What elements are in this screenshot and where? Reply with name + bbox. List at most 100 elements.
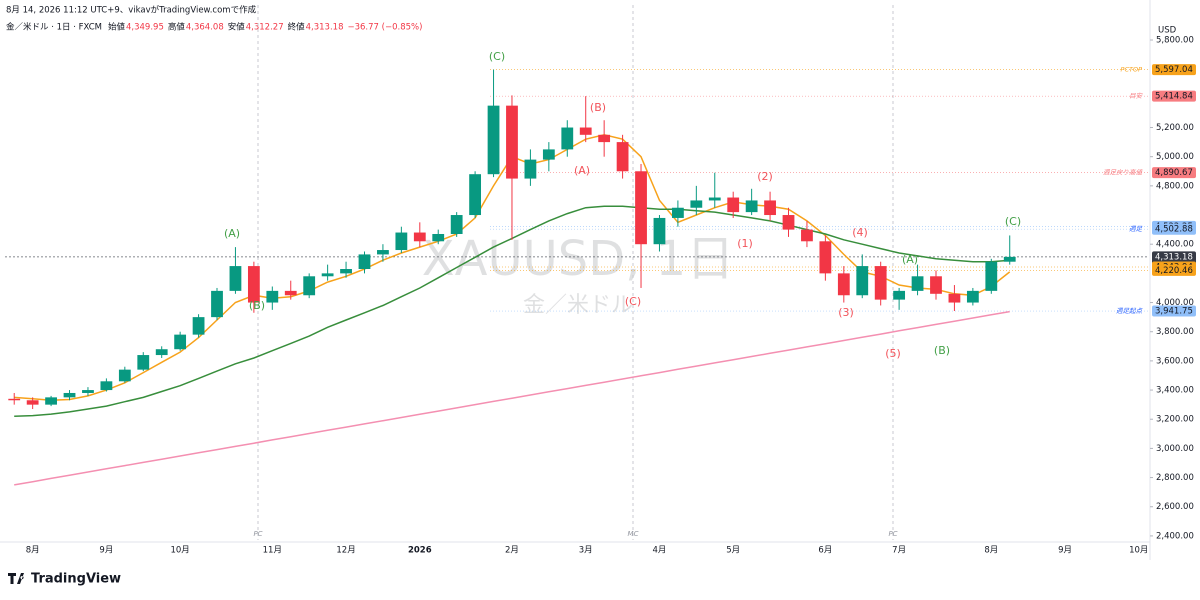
logo-text: TradingView bbox=[31, 572, 121, 587]
candle bbox=[45, 395, 57, 407]
candle-body bbox=[432, 233, 445, 242]
watermark: XAUUSD, 1日 bbox=[422, 231, 734, 287]
x-tick-label: 2026 bbox=[408, 546, 432, 556]
y-tick-label: 4,800.00 bbox=[1156, 181, 1194, 191]
y-tick-label: 3,800.00 bbox=[1156, 327, 1194, 337]
y-tick-label: 2,600.00 bbox=[1156, 502, 1194, 512]
candle-body bbox=[579, 127, 592, 135]
candle-body bbox=[671, 207, 684, 218]
y-tick-label: 4,000.00 bbox=[1156, 298, 1194, 308]
candle-body bbox=[118, 369, 131, 382]
price-tag bbox=[1152, 90, 1196, 102]
candle-body bbox=[930, 276, 942, 294]
candle-body bbox=[985, 261, 998, 291]
candle bbox=[506, 95, 518, 240]
y-tick-label: 5,800.00 bbox=[1156, 36, 1194, 46]
candle-body bbox=[524, 159, 537, 179]
session-label: PC bbox=[888, 530, 897, 538]
candle bbox=[542, 142, 555, 172]
candle bbox=[303, 273, 316, 299]
logo: TradingView bbox=[8, 572, 121, 587]
x-tick-label: 9月 bbox=[1058, 546, 1072, 556]
x-tick-label: 8月 bbox=[984, 546, 998, 556]
x-tick-label: 5月 bbox=[726, 546, 740, 556]
candle bbox=[8, 392, 21, 405]
candle-body bbox=[26, 400, 39, 405]
wave-label: (C) bbox=[489, 50, 505, 63]
logo-icon bbox=[8, 573, 24, 584]
candle-body bbox=[303, 276, 316, 296]
wave-label: (5) bbox=[885, 347, 901, 360]
y-tick-label: 2,800.00 bbox=[1156, 473, 1194, 483]
candle bbox=[966, 287, 979, 306]
candle-body bbox=[321, 273, 334, 277]
y-tick-label: 3,000.00 bbox=[1156, 444, 1194, 454]
candle-body bbox=[82, 390, 94, 393]
candle bbox=[487, 69, 500, 178]
x-tick-label: 8月 bbox=[26, 546, 40, 556]
candle-body bbox=[819, 241, 832, 274]
candle-body bbox=[395, 232, 408, 251]
price-tag bbox=[1152, 167, 1196, 179]
candle-body bbox=[911, 276, 924, 291]
candle-body bbox=[966, 290, 979, 303]
candle bbox=[616, 134, 629, 179]
x-tick-label: 2月 bbox=[505, 546, 519, 556]
candle-body bbox=[284, 290, 297, 296]
price-tag-label: 5,414.84 bbox=[1155, 92, 1193, 102]
candle-body bbox=[45, 397, 57, 405]
candle bbox=[874, 261, 887, 306]
candle bbox=[727, 191, 740, 218]
price-tag-label: 4,890.67 bbox=[1155, 168, 1193, 178]
price-tag-name: 週足 bbox=[1129, 225, 1143, 233]
candle-body bbox=[100, 381, 113, 391]
candle bbox=[837, 266, 850, 303]
ohlc-value: 4,364.08 bbox=[186, 23, 224, 33]
candle-body bbox=[727, 197, 740, 213]
candle bbox=[63, 390, 76, 401]
candle bbox=[930, 270, 942, 300]
wave-label: (3) bbox=[838, 306, 854, 319]
candle-body bbox=[266, 290, 279, 303]
candle-body bbox=[487, 105, 500, 175]
candle bbox=[413, 222, 426, 248]
y-tick-label: 2,400.00 bbox=[1156, 531, 1194, 541]
wave-label: (A) bbox=[224, 227, 240, 240]
candle-body bbox=[616, 142, 629, 172]
candle-body bbox=[635, 171, 647, 245]
candle bbox=[137, 352, 150, 372]
price-tag-label: 4,502.88 bbox=[1155, 225, 1193, 235]
candle-body bbox=[708, 197, 721, 201]
candle bbox=[358, 251, 371, 274]
y-tick-label: 3,200.00 bbox=[1156, 415, 1194, 425]
y-tick-label: 5,200.00 bbox=[1156, 123, 1194, 133]
candle bbox=[450, 212, 463, 237]
ohlc-key: 安値 bbox=[228, 22, 246, 33]
y-tick-label: 3,600.00 bbox=[1156, 356, 1194, 366]
wave-label: (2) bbox=[757, 170, 773, 183]
candle bbox=[819, 235, 832, 281]
candle bbox=[745, 188, 758, 216]
ohlc-key: 高値 bbox=[168, 22, 186, 33]
candle-body bbox=[469, 174, 482, 216]
candle bbox=[211, 287, 223, 321]
candle bbox=[782, 207, 795, 237]
candle-body bbox=[856, 266, 869, 296]
candle bbox=[469, 171, 482, 218]
x-tick-label: 10月 bbox=[170, 546, 189, 556]
wave-label: (B) bbox=[249, 299, 265, 312]
ohlc-key: 始値 bbox=[108, 22, 126, 33]
x-tick-label: 10月 bbox=[1129, 546, 1148, 556]
change: −36.77 (−0.85%) bbox=[347, 23, 422, 33]
price-tag-name: 週足戻り高値 bbox=[1103, 169, 1144, 177]
candle bbox=[174, 331, 187, 351]
candle-body bbox=[340, 268, 352, 274]
ma-line bbox=[14, 310, 1010, 486]
price-tag bbox=[1152, 264, 1196, 276]
price-tag bbox=[1152, 64, 1196, 76]
x-tick-label: 4月 bbox=[652, 546, 666, 556]
candle-body bbox=[653, 217, 666, 245]
price-tag-label: 4,220.46 bbox=[1155, 266, 1193, 276]
